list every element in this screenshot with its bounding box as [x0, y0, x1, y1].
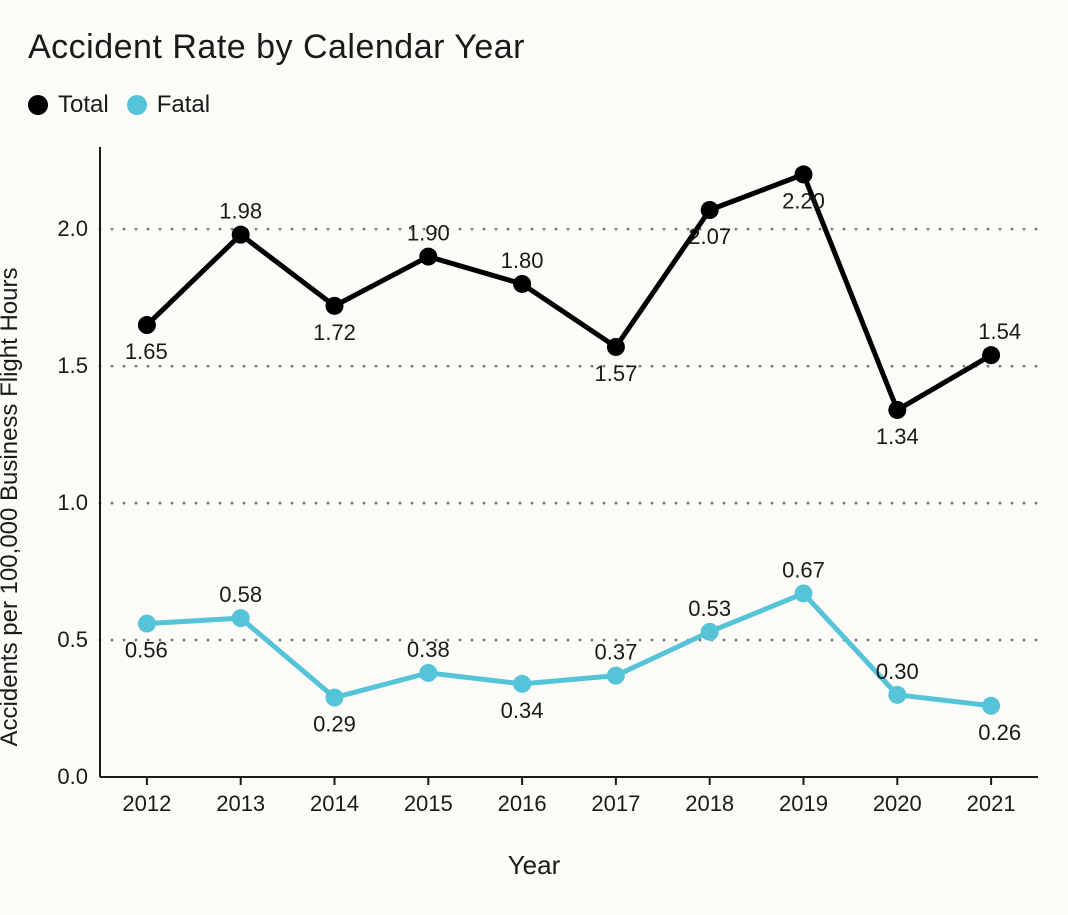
series-marker-fatal — [513, 675, 531, 693]
series-marker-fatal — [326, 689, 344, 707]
chart-area: Accidents per 100,000 Business Flight Ho… — [20, 137, 1048, 877]
series-marker-fatal — [419, 664, 437, 682]
data-label-fatal: 0.37 — [594, 640, 637, 665]
data-label-fatal: 0.30 — [876, 659, 919, 684]
data-label-total: 1.65 — [125, 339, 168, 364]
x-tick-label: 2017 — [591, 791, 640, 816]
x-tick-label: 2020 — [873, 791, 922, 816]
data-label-fatal: 0.34 — [501, 698, 544, 723]
series-marker-total — [982, 346, 1000, 364]
series-marker-fatal — [607, 667, 625, 685]
series-marker-total — [795, 165, 813, 183]
x-tick-label: 2016 — [498, 791, 547, 816]
series-marker-total — [419, 248, 437, 266]
legend-dot-fatal — [127, 95, 147, 115]
y-tick-label: 1.5 — [57, 353, 88, 378]
legend: Total Fatal — [28, 91, 1048, 119]
y-tick-label: 0.0 — [57, 764, 88, 789]
series-marker-total — [888, 401, 906, 419]
series-marker-total — [607, 338, 625, 356]
series-line-total — [147, 174, 991, 410]
data-label-fatal: 0.26 — [978, 720, 1021, 745]
data-label-fatal: 0.53 — [688, 596, 731, 621]
series-marker-fatal — [982, 697, 1000, 715]
x-tick-label: 2018 — [685, 791, 734, 816]
series-marker-fatal — [888, 686, 906, 704]
y-tick-label: 2.0 — [57, 216, 88, 241]
data-label-fatal: 0.58 — [219, 582, 262, 607]
series-marker-total — [232, 226, 250, 244]
data-label-total: 1.34 — [876, 424, 919, 449]
x-tick-label: 2014 — [310, 791, 359, 816]
chart-title: Accident Rate by Calendar Year — [28, 28, 1048, 67]
y-tick-label: 0.5 — [57, 627, 88, 652]
y-axis-label: Accidents per 100,000 Business Flight Ho… — [0, 268, 24, 747]
series-marker-fatal — [232, 609, 250, 627]
series-marker-total — [138, 316, 156, 334]
x-tick-label: 2012 — [122, 791, 171, 816]
legend-dot-total — [28, 95, 48, 115]
x-tick-label: 2021 — [967, 791, 1016, 816]
y-tick-label: 1.0 — [57, 490, 88, 515]
series-marker-fatal — [701, 623, 719, 641]
line-chart: 0.0 0.5 1.0 1.5 2.0 2012 2013 2014 2015 2016 2017 2… — [20, 137, 1048, 837]
series-line-fatal — [147, 593, 991, 705]
series-marker-fatal — [795, 584, 813, 602]
data-label-total: 1.80 — [501, 248, 544, 273]
series-marker-total — [326, 297, 344, 315]
data-label-total: 1.54 — [978, 319, 1021, 344]
series-marker-fatal — [138, 615, 156, 633]
x-tick-label: 2015 — [404, 791, 453, 816]
x-tick-label: 2013 — [216, 791, 265, 816]
legend-label-fatal: Fatal — [157, 91, 210, 119]
series-marker-total — [513, 275, 531, 293]
legend-label-total: Total — [58, 91, 109, 119]
data-label-total: 2.07 — [688, 224, 731, 249]
data-label-total: 1.98 — [219, 199, 262, 224]
data-label-fatal: 0.56 — [125, 638, 168, 663]
data-label-total: 1.57 — [594, 361, 637, 386]
data-label-fatal: 0.38 — [407, 637, 450, 662]
data-label-fatal: 0.29 — [313, 712, 356, 737]
data-label-total: 1.90 — [407, 221, 450, 246]
data-label-total: 2.20 — [782, 188, 825, 213]
series-marker-total — [701, 201, 719, 219]
x-tick-label: 2019 — [779, 791, 828, 816]
x-axis-label: Year — [508, 850, 561, 881]
data-label-fatal: 0.67 — [782, 557, 825, 582]
data-label-total: 1.72 — [313, 320, 356, 345]
